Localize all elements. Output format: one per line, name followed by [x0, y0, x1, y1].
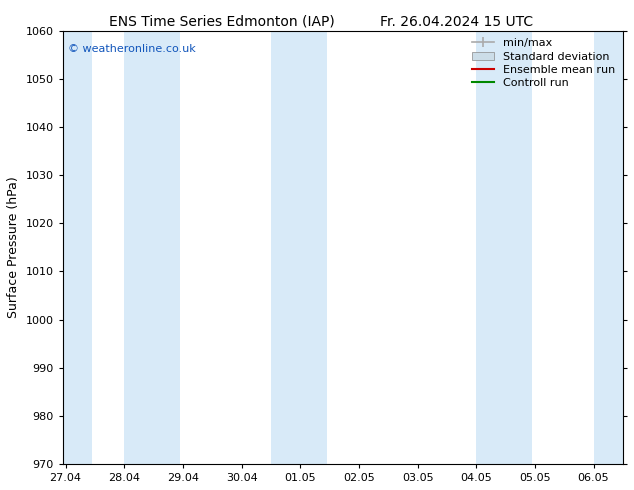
Bar [271, 30, 327, 464]
Bar [593, 30, 623, 464]
Text: Fr. 26.04.2024 15 UTC: Fr. 26.04.2024 15 UTC [380, 15, 533, 29]
Bar [63, 30, 92, 464]
Y-axis label: Surface Pressure (hPa): Surface Pressure (hPa) [7, 176, 20, 318]
Text: © weatheronline.co.uk: © weatheronline.co.uk [68, 44, 196, 53]
Text: ENS Time Series Edmonton (IAP): ENS Time Series Edmonton (IAP) [109, 15, 335, 29]
Bar [124, 30, 180, 464]
Legend: min/max, Standard deviation, Ensemble mean run, Controll run: min/max, Standard deviation, Ensemble me… [467, 34, 619, 93]
Bar [476, 30, 532, 464]
